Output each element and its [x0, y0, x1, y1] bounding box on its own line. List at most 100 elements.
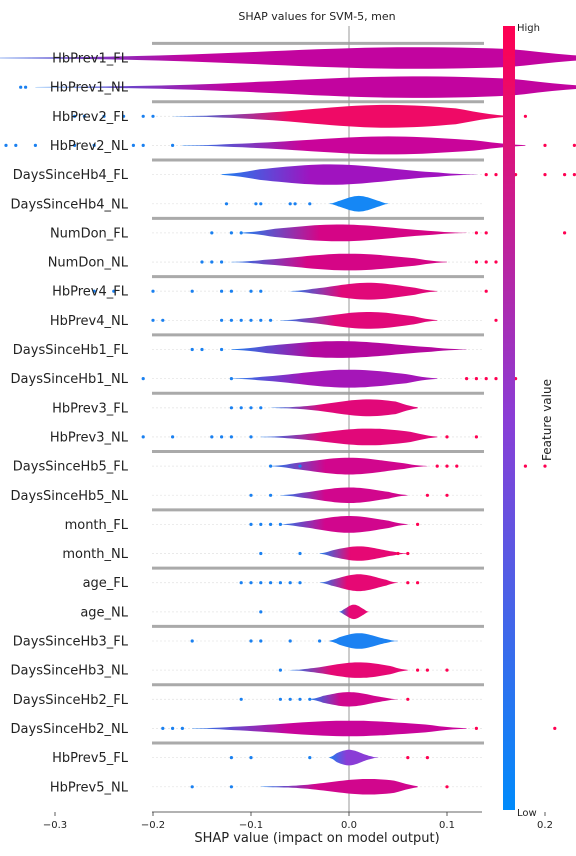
outlier-point [220, 260, 224, 264]
outlier-point [269, 318, 273, 322]
outlier-point [220, 289, 224, 293]
feature-label: HbPrev3_NL [50, 430, 129, 445]
feature-row: DaysSinceHb1_NL [11, 369, 518, 388]
violin-shape [241, 224, 467, 242]
x-axis-label: SHAP value (impact on model output) [194, 831, 439, 846]
feature-row: HbPrev5_FL [52, 749, 429, 766]
plot-area: HbPrev1_FL HbPrev1_NL HbPrev2_FL HbPrev2_NL… [0, 26, 576, 812]
outlier-point [220, 435, 224, 439]
outlier-point [293, 202, 297, 206]
feature-label: NumDon_FL [50, 226, 129, 241]
outlier-point [122, 114, 126, 118]
feature-row: HbPrev1_NL [19, 76, 576, 98]
outlier-point [200, 347, 204, 352]
outlier-point [220, 318, 224, 322]
outlier-point [171, 435, 175, 439]
outlier-point [239, 231, 243, 235]
violin-shape [329, 195, 389, 212]
outlier-point [278, 697, 282, 701]
outlier-point [445, 785, 449, 789]
x-tick-label: −0.1 [239, 820, 263, 831]
feature-label: month_FL [65, 518, 129, 533]
outlier-point [484, 377, 488, 381]
outlier-point [171, 726, 175, 731]
feature-label: DaysSinceHb4_NL [11, 197, 129, 212]
outlier-point [131, 143, 135, 147]
outlier-point [249, 756, 253, 760]
outlier-point [229, 785, 233, 789]
outlier-point [474, 377, 478, 381]
outlier-point [563, 173, 567, 177]
outlier-point [224, 202, 229, 206]
feature-row: DaysSinceHb3_NL [11, 662, 449, 679]
feature-row: NumDon_FL [50, 224, 567, 242]
feature-row: month_FL [65, 516, 420, 533]
feature-label: DaysSinceHb5_NL [11, 489, 129, 504]
outlier-point [229, 406, 233, 410]
violin-shape [0, 47, 576, 69]
x-tick-label: 0.1 [439, 820, 455, 831]
outlier-point [484, 289, 488, 293]
outlier-point [298, 551, 302, 556]
violin-shape [221, 164, 477, 185]
violin-shape [270, 399, 418, 417]
outlier-point [141, 143, 145, 147]
feature-label: DaysSinceHb3_NL [11, 664, 129, 679]
outlier-point [73, 114, 77, 118]
outlier-point [239, 697, 243, 701]
feature-label: DaysSinceHb1_FL [13, 343, 129, 358]
outlier-point [465, 377, 469, 381]
outlier-point [249, 318, 253, 322]
outlier-point [298, 581, 302, 585]
outlier-point [180, 726, 184, 731]
feature-label: HbPrev3_FL [52, 401, 129, 416]
outlier-point [288, 697, 292, 701]
outlier-point [445, 464, 449, 468]
outlier-point [318, 639, 322, 643]
outlier-point [474, 435, 478, 439]
feature-row: DaysSinceHb5_FL [13, 457, 547, 475]
outlier-point [229, 231, 233, 235]
outlier-point [543, 143, 547, 147]
feature-label: DaysSinceHb4_FL [13, 168, 129, 183]
feature-row: DaysSinceHb2_FL [13, 692, 410, 708]
outlier-point [278, 522, 282, 527]
feature-row: HbPrev2_FL [52, 104, 528, 128]
feature-row: HbPrev3_FL [52, 399, 418, 417]
outlier-point [229, 289, 233, 293]
outlier-point [308, 697, 312, 701]
feature-row: HbPrev1_FL [0, 47, 576, 69]
outlier-point [474, 231, 478, 235]
outlier-point [259, 581, 263, 585]
outlier-point [445, 493, 449, 497]
violin-shape [192, 720, 467, 737]
violin-shape [231, 253, 447, 271]
outlier-point [259, 551, 263, 556]
outlier-point [445, 668, 449, 672]
outlier-point [92, 289, 96, 293]
violin-shape [290, 282, 438, 300]
outlier-point [308, 756, 312, 760]
feature-label: NumDon_NL [48, 256, 129, 271]
violin-shape [231, 341, 467, 358]
outlier-point [249, 289, 253, 293]
outlier-point [543, 173, 547, 177]
outlier-point [239, 406, 243, 410]
feature-label: month_NL [62, 547, 128, 562]
outlier-point [416, 522, 420, 527]
colorbar-high-label: High [517, 23, 540, 34]
feature-label: DaysSinceHb5_FL [13, 460, 129, 475]
x-tick-label: 0.2 [537, 820, 553, 831]
colorbar-title: Feature value [540, 379, 554, 461]
outlier-point [190, 347, 194, 352]
outlier-point [425, 493, 429, 497]
outlier-point [416, 668, 420, 672]
feature-label: HbPrev1_NL [50, 81, 129, 96]
violin-shape [329, 633, 398, 649]
outlier-point [92, 143, 96, 147]
outlier-point [249, 522, 253, 527]
outlier-point [249, 406, 253, 410]
outlier-point [494, 173, 498, 177]
outlier-point [543, 464, 547, 468]
